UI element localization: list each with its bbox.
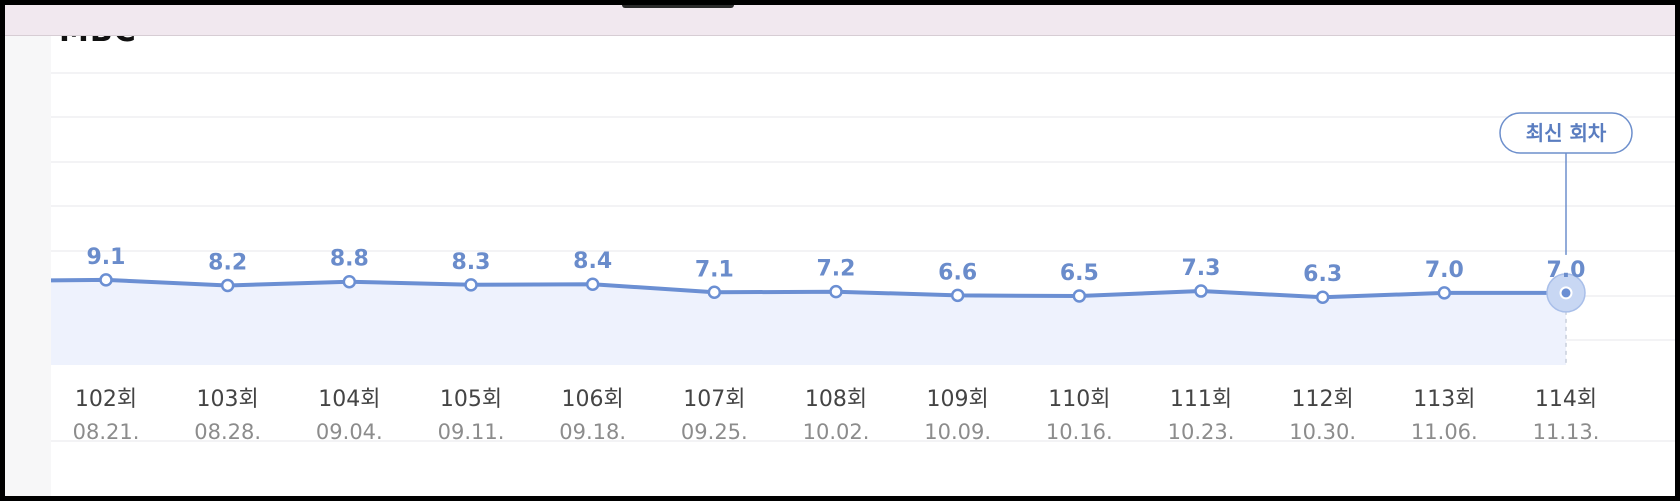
- latest-badge-label: 최신 회차: [1526, 121, 1607, 145]
- date-label-1: 08.28.: [194, 420, 261, 444]
- value-label-6: 7.2: [817, 257, 856, 282]
- episode-label-2: 104회: [318, 387, 380, 412]
- date-label-12: 11.13.: [1533, 420, 1600, 444]
- value-label-3: 8.3: [452, 250, 491, 275]
- date-label-5: 09.25.: [681, 420, 748, 444]
- episode-label-1: 103회: [197, 387, 259, 412]
- data-points: [99, 273, 1586, 313]
- value-label-1: 8.2: [208, 250, 247, 275]
- data-point-4[interactable]: [585, 277, 600, 291]
- content-area[interactable]: MBC 9.1 8.2 8.8 8.3 8.4 7.1 7.2 6.6 6.5 7.3 6.3 7.0…: [5, 36, 1675, 496]
- data-point-5[interactable]: [707, 285, 722, 300]
- episode-label-6: 108회: [805, 387, 867, 412]
- value-label-10: 6.3: [1303, 262, 1342, 287]
- date-label-4: 09.18.: [559, 420, 626, 444]
- episode-label-8: 110회: [1048, 387, 1110, 412]
- data-point-9[interactable]: [1194, 284, 1208, 298]
- date-label-10: 10.30.: [1289, 420, 1356, 444]
- latest-episode-badge[interactable]: 최신 회차: [1499, 112, 1633, 154]
- episode-label-4: 106회: [562, 387, 624, 412]
- episode-label-0: 102회: [75, 387, 137, 412]
- data-point-11[interactable]: [1437, 286, 1452, 300]
- value-label-0: 9.1: [87, 245, 126, 270]
- rating-chart[interactable]: 9.1 8.2 8.8 8.3 8.4 7.1 7.2 6.6 6.5 7.3 6.3 7.0 7.0 …: [51, 36, 1675, 496]
- date-label-3: 09.11.: [438, 420, 505, 444]
- date-label-9: 10.23.: [1168, 420, 1235, 444]
- episode-label-3: 105회: [440, 387, 502, 412]
- episode-label-5: 107회: [683, 387, 745, 412]
- latest-badge-frame: [1499, 112, 1633, 154]
- top-bar: [5, 5, 1675, 36]
- value-label-11: 7.0: [1425, 258, 1464, 283]
- data-point-12[interactable]: [1559, 286, 1573, 300]
- data-point-7[interactable]: [950, 288, 965, 303]
- value-label-4: 8.4: [573, 249, 612, 274]
- value-labels: 9.1 8.2 8.8 8.3 8.4 7.1 7.2 6.6 6.5 7.3 6.3 7.0 7.0: [87, 245, 1586, 287]
- data-point-2[interactable]: [342, 274, 357, 289]
- episode-label-9: 111회: [1170, 387, 1232, 412]
- episode-label-11: 113회: [1413, 387, 1475, 412]
- episode-label-12: 114회: [1535, 387, 1597, 412]
- rating-area: [51, 279, 1566, 365]
- date-label-6: 10.02.: [803, 420, 870, 444]
- date-label-7: 10.09.: [924, 420, 991, 444]
- x-axis-labels: 102회 08.21. 103회 08.28. 104회 09.04. 105회 09.11.…: [73, 387, 1600, 444]
- rating-card: MBC 9.1 8.2 8.8 8.3 8.4 7.1 7.2 6.6 6.5 7.3 6.3 7.0…: [51, 36, 1675, 496]
- value-label-8: 6.5: [1060, 261, 1099, 286]
- date-label-0: 08.21.: [73, 420, 140, 444]
- episode-label-10: 112회: [1292, 387, 1354, 412]
- episode-label-7: 109회: [927, 387, 989, 412]
- rating-line: [51, 277, 1566, 300]
- date-label-2: 09.04.: [316, 420, 383, 444]
- section-title: MBC: [59, 36, 137, 49]
- data-point-8[interactable]: [1072, 289, 1087, 303]
- data-point-10[interactable]: [1315, 290, 1330, 304]
- data-point-1[interactable]: [220, 278, 235, 293]
- value-label-9: 7.3: [1182, 256, 1221, 281]
- value-label-7: 6.6: [938, 260, 977, 285]
- date-label-8: 10.16.: [1046, 420, 1113, 444]
- value-label-12: 7.0: [1547, 258, 1586, 283]
- data-point-0[interactable]: [99, 273, 113, 287]
- data-point-3[interactable]: [464, 278, 478, 292]
- handle-bar: [622, 5, 734, 8]
- date-label-11: 11.06.: [1411, 420, 1478, 444]
- value-label-5: 7.1: [695, 257, 734, 282]
- data-point-6[interactable]: [829, 284, 843, 299]
- value-label-2: 8.8: [330, 247, 369, 272]
